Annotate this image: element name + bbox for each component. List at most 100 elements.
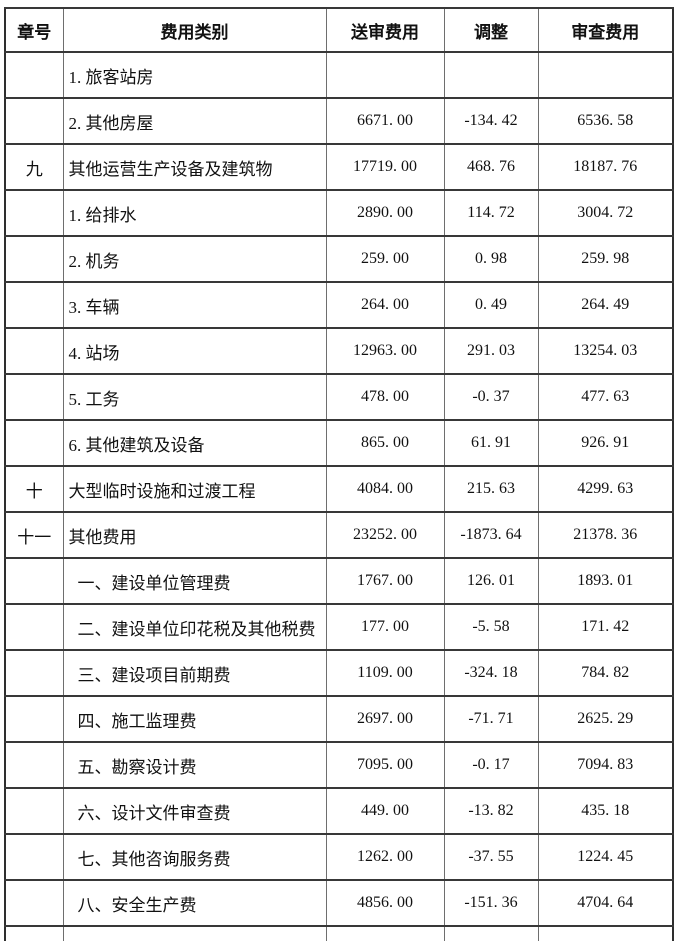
table-row: 二、建设单位印花税及其他税费 177. 00 -5. 58 171. 42 <box>4 603 674 651</box>
category-cell: 2. 机务 <box>62 235 327 283</box>
adjustment-cell: -13. 82 <box>443 787 539 835</box>
reviewed-cost-cell: 259. 98 <box>537 235 674 283</box>
table-row: 九 其他运营生产设备及建筑物 17719. 00 468. 76 18187. … <box>4 143 674 191</box>
chapter-cell <box>4 603 64 651</box>
adjustment-cell: -37. 55 <box>443 833 539 881</box>
reviewed-cost-cell: 477. 63 <box>537 373 674 421</box>
reviewed-cost-cell: 13254. 03 <box>537 327 674 375</box>
chapter-cell <box>4 97 64 145</box>
table-row: 4. 站场 12963. 00 291. 03 13254. 03 <box>4 327 674 375</box>
adjustment-cell: 0. 49 <box>443 281 539 329</box>
chapter-cell <box>4 51 64 99</box>
reviewed-cost-cell <box>537 51 674 99</box>
adjustment-cell: -324. 18 <box>443 649 539 697</box>
category-cell: 2. 其他房屋 <box>62 97 327 145</box>
submitted-cost-cell: 1262. 00 <box>325 833 445 881</box>
submitted-cost-cell: 6671. 00 <box>325 97 445 145</box>
reviewed-cost-cell: 7094. 83 <box>537 741 674 789</box>
table-body: 1. 旅客站房 2. 其他房屋 6671. 00 -134. 42 6536. … <box>4 51 674 941</box>
adjustment-cell: -0. 37 <box>443 373 539 421</box>
adjustment-cell <box>443 925 539 941</box>
chapter-cell: 十 <box>4 465 64 513</box>
table-row: 5. 工务 478. 00 -0. 37 477. 63 <box>4 373 674 421</box>
col-header-submitted-cost: 送审费用 <box>325 7 445 53</box>
category-cell: 其他费用 <box>62 511 327 559</box>
chapter-cell <box>4 557 64 605</box>
reviewed-cost-cell: 6536. 58 <box>537 97 674 145</box>
table-row: 3. 车辆 264. 00 0. 49 264. 49 <box>4 281 674 329</box>
category-cell: 大型临时设施和过渡工程 <box>62 465 327 513</box>
chapter-cell <box>4 649 64 697</box>
category-cell: 6. 其他建筑及设备 <box>62 419 327 467</box>
adjustment-cell: -134. 42 <box>443 97 539 145</box>
table-row-cutoff <box>4 925 674 941</box>
adjustment-cell: 114. 72 <box>443 189 539 237</box>
submitted-cost-cell: 7095. 00 <box>325 741 445 789</box>
table-row: 2. 其他房屋 6671. 00 -134. 42 6536. 58 <box>4 97 674 145</box>
reviewed-cost-cell: 1224. 45 <box>537 833 674 881</box>
submitted-cost-cell: 4856. 00 <box>325 879 445 927</box>
category-cell: 3. 车辆 <box>62 281 327 329</box>
table-row: 五、勘察设计费 7095. 00 -0. 17 7094. 83 <box>4 741 674 789</box>
reviewed-cost-cell: 1893. 01 <box>537 557 674 605</box>
submitted-cost-cell: 12963. 00 <box>325 327 445 375</box>
category-cell: 其他运营生产设备及建筑物 <box>62 143 327 191</box>
reviewed-cost-cell: 264. 49 <box>537 281 674 329</box>
submitted-cost-cell: 177. 00 <box>325 603 445 651</box>
adjustment-cell: 0. 98 <box>443 235 539 283</box>
adjustment-cell: 291. 03 <box>443 327 539 375</box>
adjustment-cell: -5. 58 <box>443 603 539 651</box>
category-cell: 八、安全生产费 <box>62 879 327 927</box>
reviewed-cost-cell: 4299. 63 <box>537 465 674 513</box>
submitted-cost-cell: 259. 00 <box>325 235 445 283</box>
chapter-cell <box>4 373 64 421</box>
adjustment-cell: 126. 01 <box>443 557 539 605</box>
header-row: 章号 费用类别 送审费用 调整 审查费用 <box>4 7 674 53</box>
category-cell: 1. 给排水 <box>62 189 327 237</box>
cost-review-table: 章号 费用类别 送审费用 调整 审查费用 1. 旅客站房 2. 其他房屋 667… <box>4 7 674 941</box>
submitted-cost-cell: 1109. 00 <box>325 649 445 697</box>
reviewed-cost-cell: 171. 42 <box>537 603 674 651</box>
col-header-reviewed-cost: 审查费用 <box>537 7 674 53</box>
category-cell: 六、设计文件审查费 <box>62 787 327 835</box>
submitted-cost-cell: 2697. 00 <box>325 695 445 743</box>
submitted-cost-cell: 2890. 00 <box>325 189 445 237</box>
table-row: 2. 机务 259. 00 0. 98 259. 98 <box>4 235 674 283</box>
reviewed-cost-cell: 18187. 76 <box>537 143 674 191</box>
reviewed-cost-cell: 2625. 29 <box>537 695 674 743</box>
submitted-cost-cell: 4084. 00 <box>325 465 445 513</box>
chapter-cell <box>4 189 64 237</box>
submitted-cost-cell: 1767. 00 <box>325 557 445 605</box>
chapter-cell <box>4 879 64 927</box>
table-row: 六、设计文件审查费 449. 00 -13. 82 435. 18 <box>4 787 674 835</box>
reviewed-cost-cell: 926. 91 <box>537 419 674 467</box>
chapter-cell: 九 <box>4 143 64 191</box>
col-header-category: 费用类别 <box>62 7 327 53</box>
adjustment-cell: 61. 91 <box>443 419 539 467</box>
chapter-cell <box>4 787 64 835</box>
chapter-cell <box>4 281 64 329</box>
submitted-cost-cell: 865. 00 <box>325 419 445 467</box>
reviewed-cost-cell: 21378. 36 <box>537 511 674 559</box>
chapter-cell <box>4 925 64 941</box>
category-cell: 四、施工监理费 <box>62 695 327 743</box>
submitted-cost-cell: 23252. 00 <box>325 511 445 559</box>
category-cell: 二、建设单位印花税及其他税费 <box>62 603 327 651</box>
submitted-cost-cell: 478. 00 <box>325 373 445 421</box>
category-cell <box>62 925 327 941</box>
table-row: 七、其他咨询服务费 1262. 00 -37. 55 1224. 45 <box>4 833 674 881</box>
category-cell: 一、建设单位管理费 <box>62 557 327 605</box>
submitted-cost-cell <box>325 925 445 941</box>
adjustment-cell: 215. 63 <box>443 465 539 513</box>
category-cell: 4. 站场 <box>62 327 327 375</box>
category-cell: 5. 工务 <box>62 373 327 421</box>
category-cell: 1. 旅客站房 <box>62 51 327 99</box>
reviewed-cost-cell: 435. 18 <box>537 787 674 835</box>
table-row: 十 大型临时设施和过渡工程 4084. 00 215. 63 4299. 63 <box>4 465 674 513</box>
chapter-cell <box>4 419 64 467</box>
adjustment-cell: -0. 17 <box>443 741 539 789</box>
table-row: 一、建设单位管理费 1767. 00 126. 01 1893. 01 <box>4 557 674 605</box>
table-row: 6. 其他建筑及设备 865. 00 61. 91 926. 91 <box>4 419 674 467</box>
adjustment-cell: -151. 36 <box>443 879 539 927</box>
chapter-cell <box>4 695 64 743</box>
